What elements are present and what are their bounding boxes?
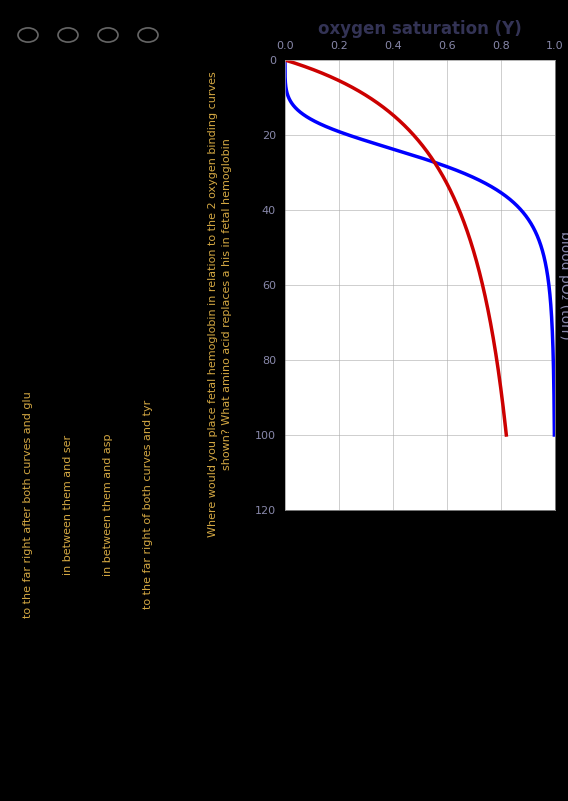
Y-axis label: blood pO₂ (torr): blood pO₂ (torr) [558,231,568,340]
X-axis label: oxygen saturation (Y): oxygen saturation (Y) [318,20,522,38]
Text: in between them and asp: in between them and asp [103,433,113,576]
Text: to the far right after both curves and glu: to the far right after both curves and g… [23,391,33,618]
Text: in between them and ser: in between them and ser [63,435,73,574]
Text: Where would you place fetal hemoglobin in relation to the 2 oxygen binding curve: Where would you place fetal hemoglobin i… [208,71,232,537]
Text: to the far right of both curves and tyr: to the far right of both curves and tyr [143,400,153,610]
